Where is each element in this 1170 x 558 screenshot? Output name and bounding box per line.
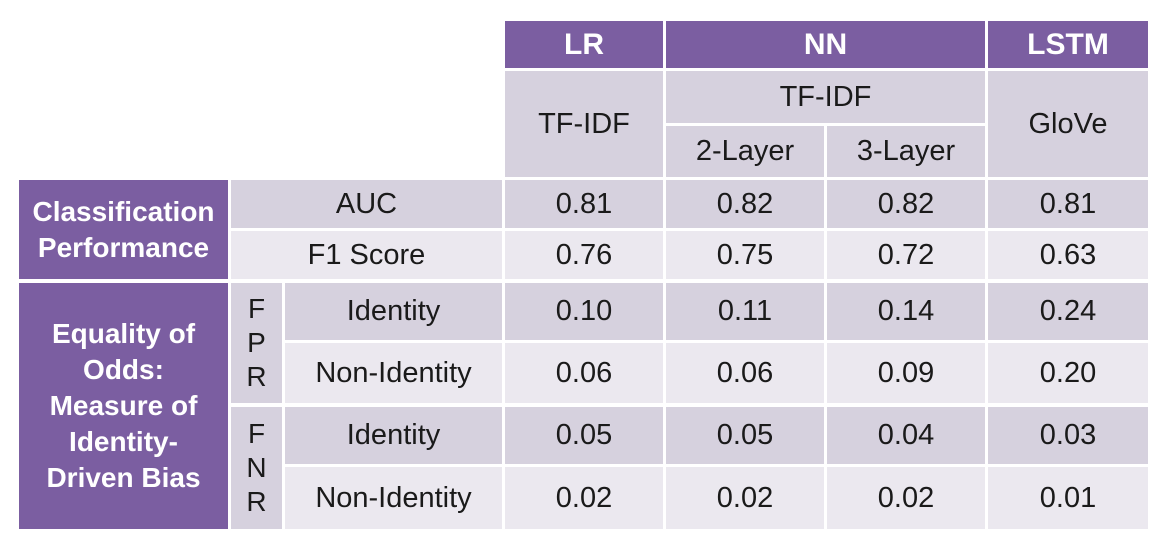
subgroup-fnr: F N R: [231, 407, 282, 529]
value-cell: 0.10: [505, 283, 663, 340]
value-cell: 0.05: [666, 407, 824, 464]
subgroup-fpr: F P R: [231, 283, 282, 403]
subgroup-fnr-letter: R: [246, 486, 267, 517]
value-cell: 0.72: [827, 231, 985, 279]
header-nn: NN: [666, 21, 985, 68]
feature-lstm: GloVe: [988, 71, 1148, 177]
subgroup-fpr-letter: F: [247, 293, 266, 324]
row-label-fpr-identity: Identity: [285, 283, 502, 340]
group-equality-of-odds: Equality of Odds: Measure of Identity-Dr…: [19, 283, 228, 529]
value-cell: 0.06: [666, 343, 824, 403]
value-cell: 0.03: [988, 407, 1148, 464]
value-cell: 0.06: [505, 343, 663, 403]
subgroup-fnr-letter: N: [246, 452, 267, 483]
value-cell: 0.02: [666, 467, 824, 529]
subgroup-fnr-letter: F: [247, 418, 266, 449]
value-cell: 0.01: [988, 467, 1148, 529]
group-classification-performance: Classification Performance: [19, 180, 228, 279]
value-cell: 0.24: [988, 283, 1148, 340]
header-lstm: LSTM: [988, 21, 1148, 68]
value-cell: 0.04: [827, 407, 985, 464]
value-cell: 0.02: [827, 467, 985, 529]
feature-nn: TF-IDF: [666, 71, 985, 123]
row-label-fnr-non-identity: Non-Identity: [285, 467, 502, 529]
row-label-f1-score: F1 Score: [231, 231, 502, 279]
value-cell: 0.81: [988, 180, 1148, 228]
value-cell: 0.82: [827, 180, 985, 228]
value-cell: 0.09: [827, 343, 985, 403]
row-label-fpr-non-identity: Non-Identity: [285, 343, 502, 403]
row-label-fnr-identity: Identity: [285, 407, 502, 464]
value-cell: 0.81: [505, 180, 663, 228]
nn-3-layer: 3-Layer: [827, 126, 985, 177]
value-cell: 0.20: [988, 343, 1148, 403]
value-cell: 0.82: [666, 180, 824, 228]
value-cell: 0.11: [666, 283, 824, 340]
header-lr: LR: [505, 21, 663, 68]
subgroup-fpr-letter: P: [247, 327, 266, 358]
feature-lr: TF-IDF: [505, 71, 663, 177]
nn-2-layer: 2-Layer: [666, 126, 824, 177]
value-cell: 0.75: [666, 231, 824, 279]
value-cell: 0.76: [505, 231, 663, 279]
row-label-auc: AUC: [231, 180, 502, 228]
value-cell: 0.05: [505, 407, 663, 464]
value-cell: 0.63: [988, 231, 1148, 279]
subgroup-fpr-letter: R: [246, 361, 267, 392]
value-cell: 0.02: [505, 467, 663, 529]
value-cell: 0.14: [827, 283, 985, 340]
